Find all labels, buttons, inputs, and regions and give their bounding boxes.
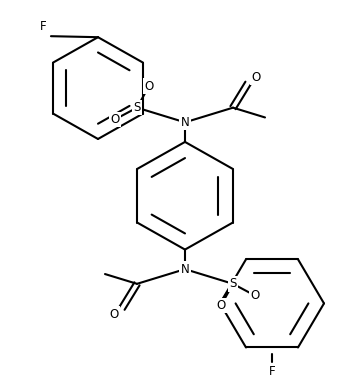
Text: N: N bbox=[181, 116, 189, 129]
Text: O: O bbox=[109, 308, 119, 321]
Text: F: F bbox=[269, 366, 275, 378]
Text: O: O bbox=[111, 113, 120, 126]
Text: S: S bbox=[133, 101, 141, 114]
Text: O: O bbox=[250, 289, 260, 302]
Text: O: O bbox=[144, 80, 154, 93]
Text: S: S bbox=[229, 277, 237, 290]
Text: O: O bbox=[216, 299, 226, 312]
Text: N: N bbox=[181, 263, 189, 276]
Text: O: O bbox=[251, 71, 261, 84]
Text: F: F bbox=[40, 20, 46, 33]
